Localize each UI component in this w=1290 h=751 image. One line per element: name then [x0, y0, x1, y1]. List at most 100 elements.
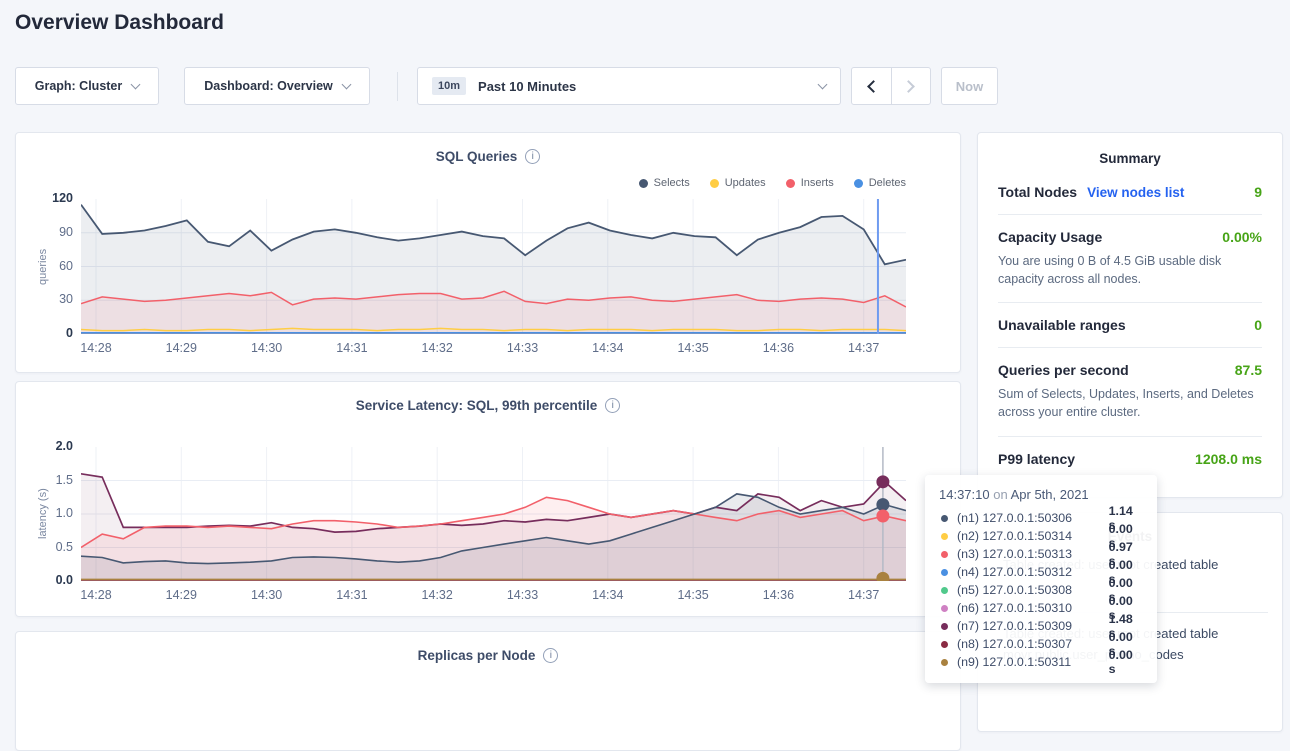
sql-queries-chart-card: SQL Queries i Selects Updates Inserts Delet…	[15, 132, 961, 373]
legend-label: Selects	[654, 177, 690, 189]
view-nodes-list-link[interactable]: View nodes list	[1087, 185, 1184, 200]
legend-dot	[710, 179, 719, 188]
summary-row-head: Capacity Usage 0.00%	[998, 229, 1262, 245]
tooltip-node-label: (n2) 127.0.0.1:50314	[957, 529, 1103, 543]
now-button[interactable]: Now	[941, 67, 998, 105]
summary-row-label: Unavailable ranges	[998, 317, 1126, 333]
summary-row-head: Unavailable ranges 0	[998, 317, 1262, 333]
tooltip-date: Apr 5th, 2021	[1011, 487, 1089, 502]
node-color-dot	[941, 551, 948, 558]
time-prev-button[interactable]	[852, 68, 891, 104]
tooltip-time: 14:37:10	[939, 487, 990, 502]
x-tick-label: 14:31	[326, 341, 378, 355]
x-tick-label: 14:35	[667, 341, 719, 355]
legend-item-selects[interactable]: Selects	[639, 177, 690, 189]
chevron-right-icon	[903, 80, 916, 93]
summary-row-label: Total Nodes	[998, 184, 1077, 200]
dashboard-dropdown[interactable]: Dashboard: Overview	[184, 67, 370, 105]
legend-item-inserts[interactable]: Inserts	[786, 177, 834, 189]
overview-dashboard-page: Overview Dashboard Graph: Cluster Dashbo…	[0, 0, 1290, 689]
service-latency-chart-card: Service Latency: SQL, 99th percentile i …	[15, 381, 961, 617]
replicas-chart-title: Replicas per Node	[418, 648, 536, 663]
sql-queries-legend: Selects Updates Inserts Deletes	[639, 177, 906, 189]
summary-title: Summary	[978, 151, 1282, 166]
legend-item-deletes[interactable]: Deletes	[854, 177, 906, 189]
sql-queries-chart-title-row: SQL Queries i	[16, 149, 960, 164]
info-icon[interactable]: i	[525, 149, 540, 164]
x-tick-label: 14:33	[497, 341, 549, 355]
legend-label: Deletes	[869, 177, 906, 189]
x-tick-label: 14:36	[752, 588, 804, 602]
summary-row-label: Queries per second	[998, 362, 1129, 378]
summary-row-value: 87.5	[1235, 362, 1262, 378]
time-range-badge: 10m	[432, 77, 466, 95]
summary-row-head: P99 latency 1208.0 ms	[998, 451, 1262, 467]
graph-dropdown-label: Graph: Cluster	[35, 79, 123, 93]
summary-row-value: 0	[1254, 317, 1262, 333]
legend-dot	[854, 179, 863, 188]
tooltip-node-label: (n3) 127.0.0.1:50313	[957, 547, 1103, 561]
node-color-dot	[941, 587, 948, 594]
node-color-dot	[941, 533, 948, 540]
legend-dot	[639, 179, 648, 188]
summary-row-label: Capacity Usage	[998, 229, 1102, 245]
x-tick-label: 14:30	[241, 588, 293, 602]
sql-queries-plot-area[interactable]	[81, 199, 906, 334]
legend-label: Inserts	[801, 177, 834, 189]
summary-row-value: 0.00%	[1222, 229, 1262, 245]
toolbar-divider	[397, 72, 398, 101]
node-color-dot	[941, 569, 948, 576]
x-tick-label: 14:32	[411, 341, 463, 355]
x-tick-label: 14:35	[667, 588, 719, 602]
y-axis-label: queries	[37, 199, 49, 334]
chart-hover-tooltip: 14:37:10 on Apr 5th, 2021 (n1) 127.0.0.1…	[925, 475, 1157, 683]
chevron-left-icon	[867, 80, 880, 93]
info-icon[interactable]: i	[543, 648, 558, 663]
legend-dot	[786, 179, 795, 188]
chevron-down-icon	[131, 80, 141, 90]
time-range-label: Past 10 Minutes	[478, 79, 576, 94]
summary-row-value: 1208.0 ms	[1195, 451, 1262, 467]
node-color-dot	[941, 623, 948, 630]
tooltip-node-label: (n7) 127.0.0.1:50309	[957, 619, 1103, 633]
replicas-per-node-chart-card: Replicas per Node i	[15, 631, 961, 751]
x-tick-label: 14:31	[326, 588, 378, 602]
x-tick-label: 14:33	[497, 588, 549, 602]
chevron-down-icon	[818, 80, 828, 90]
x-tick-label: 14:37	[838, 588, 890, 602]
summary-row-label: P99 latency	[998, 451, 1075, 467]
tooltip-node-label: (n5) 127.0.0.1:50308	[957, 583, 1103, 597]
summary-row: P99 latency 1208.0 ms	[998, 437, 1262, 481]
node-color-dot	[941, 641, 948, 648]
x-tick-label: 14:29	[155, 341, 207, 355]
tooltip-node-label: (n6) 127.0.0.1:50310	[957, 601, 1103, 615]
node-color-dot	[941, 659, 948, 666]
x-tick-label: 14:34	[582, 588, 634, 602]
x-tick-label: 14:30	[241, 341, 293, 355]
summary-row: Capacity Usage 0.00% You are using 0 B of …	[998, 215, 1262, 303]
legend-label: Updates	[725, 177, 766, 189]
replicas-chart-title-row: Replicas per Node i	[16, 648, 960, 663]
summary-row-subtext: You are using 0 B of 4.5 GiB usable disk…	[998, 252, 1262, 288]
x-tick-label: 14:32	[411, 588, 463, 602]
service-latency-chart-title-row: Service Latency: SQL, 99th percentile i	[16, 398, 960, 413]
time-next-button[interactable]	[891, 68, 930, 104]
time-range-dropdown[interactable]: 10m Past 10 Minutes	[417, 67, 841, 105]
graph-dropdown[interactable]: Graph: Cluster	[15, 67, 159, 105]
sql-queries-chart-title: SQL Queries	[436, 149, 518, 164]
service-latency-plot-area[interactable]	[81, 447, 906, 581]
summary-row: Total NodesView nodes list9	[998, 170, 1262, 215]
tooltip-node-label: (n9) 127.0.0.1:50311	[957, 655, 1103, 669]
legend-item-updates[interactable]: Updates	[710, 177, 766, 189]
x-tick-label: 14:28	[70, 588, 122, 602]
x-tick-label: 14:34	[582, 341, 634, 355]
summary-row: Queries per second87.5Sum of Selects, Up…	[998, 348, 1262, 436]
summary-panel: Summary Total NodesView nodes list9Capac…	[977, 132, 1283, 498]
tooltip-connector: on	[993, 487, 1007, 502]
tooltip-row: (n9) 127.0.0.1:503110.00 s	[939, 653, 1143, 671]
tooltip-node-label: (n4) 127.0.0.1:50312	[957, 565, 1103, 579]
info-icon[interactable]: i	[605, 398, 620, 413]
chevron-down-icon	[341, 80, 351, 90]
tooltip-node-label: (n8) 127.0.0.1:50307	[957, 637, 1103, 651]
x-tick-label: 14:29	[155, 588, 207, 602]
